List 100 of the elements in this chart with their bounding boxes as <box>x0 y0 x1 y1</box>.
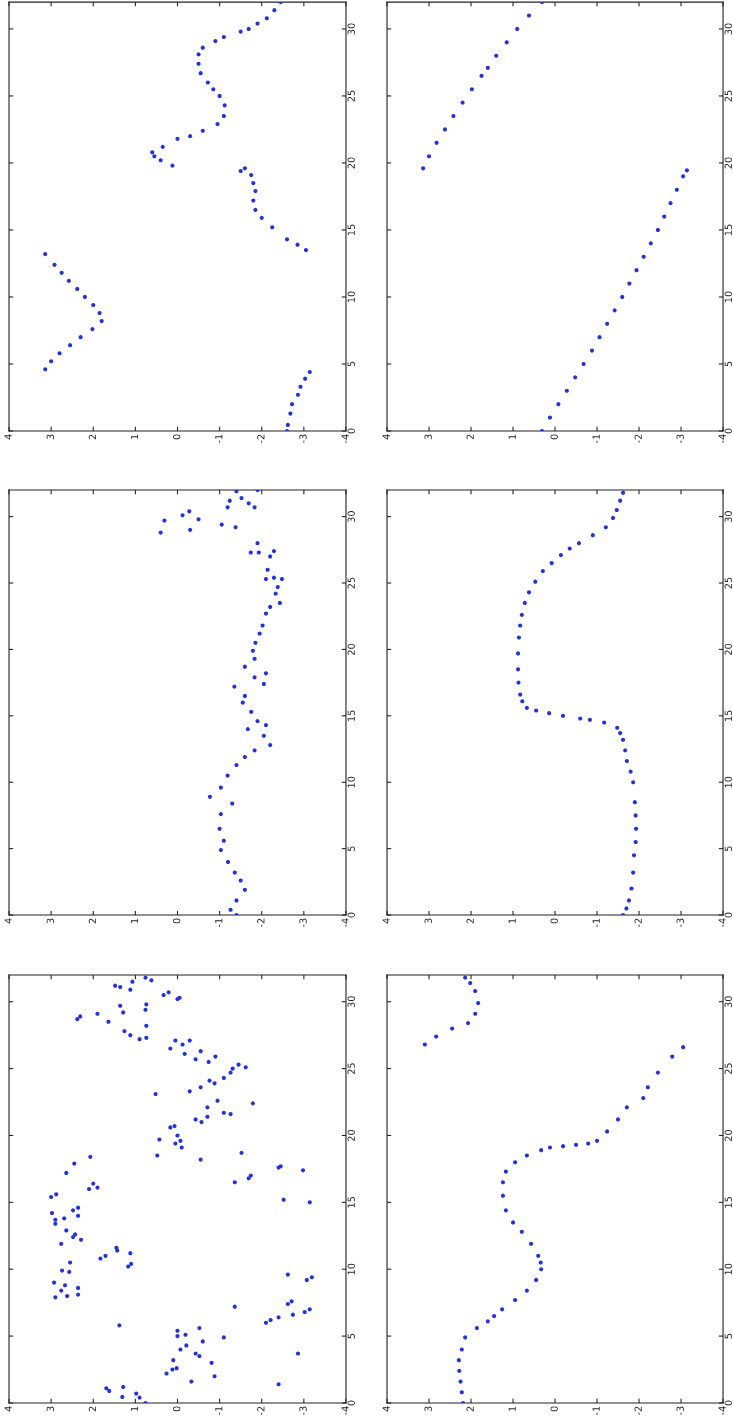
y-tick-label: 0 <box>347 912 355 918</box>
point <box>603 525 608 530</box>
y-tick-label: 20 <box>724 643 732 655</box>
point <box>456 1358 461 1363</box>
point <box>450 1026 455 1031</box>
point <box>618 731 623 736</box>
x-tick-label: -3 <box>299 1406 307 1415</box>
y-tick-label: 15 <box>724 224 732 236</box>
point <box>631 853 637 858</box>
x-tick-label: 1 <box>508 918 516 923</box>
y-tick-label: 30 <box>724 23 732 35</box>
point <box>614 507 619 513</box>
point <box>674 187 679 192</box>
point <box>504 40 509 45</box>
point <box>629 886 634 891</box>
point <box>576 541 582 546</box>
point <box>503 1169 508 1174</box>
point <box>587 717 592 722</box>
point <box>610 515 616 521</box>
y-tick-label: 25 <box>347 577 355 589</box>
point <box>524 1153 529 1158</box>
point <box>463 975 468 980</box>
y-tick-label: 5 <box>724 361 732 367</box>
x-tick-label: -4 <box>341 918 349 928</box>
point <box>581 361 586 367</box>
y-tick-label: 5 <box>347 846 355 851</box>
y-tick-label: 20 <box>347 1129 355 1141</box>
point <box>529 1241 534 1246</box>
x-tick-label: 3 <box>424 434 432 440</box>
y-tick-label: 5 <box>724 846 732 851</box>
point <box>515 651 521 656</box>
x-tick-label: 3 <box>46 918 54 924</box>
point <box>558 553 563 558</box>
point <box>516 635 521 640</box>
x-tick-label: -4 <box>341 1406 349 1415</box>
x-tick-label: -1 <box>592 918 600 928</box>
y-tick-label: 20 <box>724 1129 732 1141</box>
point <box>526 590 532 595</box>
point <box>457 1368 462 1373</box>
point <box>564 388 569 393</box>
x-tick-label: 3 <box>46 1406 54 1412</box>
y-tick-label: 30 <box>347 996 355 1008</box>
point <box>645 1085 650 1090</box>
point <box>670 1054 675 1059</box>
y-tick-label: 15 <box>347 1197 355 1208</box>
point <box>434 140 439 145</box>
point <box>466 1021 471 1026</box>
point <box>473 988 478 994</box>
point <box>573 1142 579 1147</box>
x-tick-label: -4 <box>718 918 726 928</box>
point <box>515 667 521 672</box>
point <box>668 201 673 206</box>
point <box>632 800 637 805</box>
point <box>605 321 610 326</box>
point <box>421 166 426 171</box>
point <box>586 1141 591 1146</box>
point <box>615 1117 621 1122</box>
point <box>560 713 566 718</box>
point <box>556 402 561 407</box>
point <box>589 348 595 353</box>
x-tick-label: 4 <box>382 434 390 440</box>
point <box>641 1095 646 1101</box>
point <box>510 1220 516 1225</box>
x-tick-label: -1 <box>592 1406 600 1415</box>
x-tick-label: -4 <box>718 434 726 443</box>
point <box>459 1390 464 1395</box>
x-tick-label: -3 <box>676 918 684 928</box>
point <box>618 498 623 503</box>
point <box>494 53 499 58</box>
y-tick-label: 5 <box>347 1333 355 1339</box>
y-tick-label: 10 <box>347 291 355 303</box>
x-tick-label: 4 <box>382 918 390 924</box>
point <box>539 1267 544 1272</box>
point <box>547 415 553 420</box>
point <box>463 1335 468 1340</box>
point <box>524 705 529 710</box>
y-tick-label: 15 <box>724 710 732 721</box>
point <box>422 1042 427 1047</box>
point <box>426 154 432 159</box>
x-tick-label: 3 <box>424 918 432 924</box>
x-tick-label: 2 <box>88 1406 96 1412</box>
point <box>519 612 524 617</box>
point <box>681 1045 686 1050</box>
point <box>476 1000 481 1006</box>
x-tick-label: -4 <box>718 1406 726 1415</box>
point <box>469 87 474 92</box>
point <box>479 73 484 78</box>
x-tick-label: -1 <box>592 434 600 443</box>
y-tick-label: 0 <box>724 1400 732 1406</box>
x-tick-label: -2 <box>634 918 642 928</box>
x-tick-label: 2 <box>466 1406 474 1412</box>
y-tick-label: 30 <box>347 511 355 523</box>
y-tick-label: 5 <box>347 361 355 367</box>
x-tick-label: 1 <box>508 434 516 439</box>
point <box>590 533 595 538</box>
point <box>526 13 532 18</box>
point <box>442 127 448 132</box>
y-tick-label: 5 <box>724 1333 732 1339</box>
x-tick-label: 0 <box>172 434 181 440</box>
point <box>522 600 527 606</box>
